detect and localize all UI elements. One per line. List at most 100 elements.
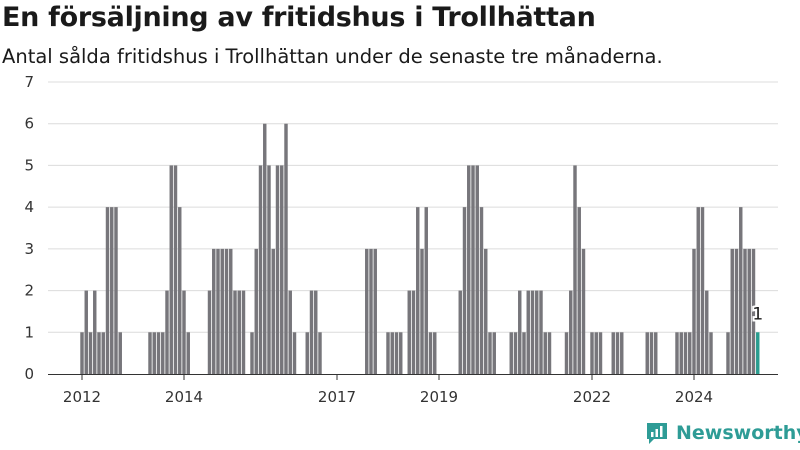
bar (263, 123, 267, 374)
bar (594, 332, 598, 374)
chart-title: En försäljning av fritidshus i Trollhätt… (2, 2, 596, 33)
bar (420, 248, 424, 374)
bar (598, 332, 603, 374)
bar (97, 332, 101, 374)
bar (530, 290, 535, 374)
bar (705, 290, 709, 374)
x-tick-label: 2024 (675, 388, 713, 406)
bar (615, 332, 620, 374)
bar (654, 332, 658, 374)
y-tick-label: 5 (24, 156, 34, 174)
x-tick-label: 2014 (165, 388, 203, 406)
bar (93, 290, 97, 374)
bar (726, 332, 730, 374)
bar (581, 248, 586, 374)
bar (747, 248, 751, 374)
chart-subtitle: Antal sålda fritidshus i Trollhättan und… (2, 45, 663, 68)
y-tick-label: 4 (24, 198, 34, 216)
y-tick-label: 7 (24, 73, 34, 91)
bar (258, 165, 263, 374)
bar (492, 332, 496, 374)
bar (148, 332, 152, 374)
bar (479, 207, 484, 374)
bar (700, 207, 705, 374)
y-axis-ticks: 0 1 2 3 4 5 6 7 (24, 73, 34, 383)
bar (305, 332, 309, 374)
bar (645, 332, 649, 374)
bar (564, 332, 569, 374)
bar (696, 207, 700, 374)
bar (709, 332, 713, 374)
bar (182, 290, 186, 374)
newsworthy-logo-text: Newsworthy (676, 422, 800, 444)
y-tick-label: 1 (24, 323, 34, 341)
bar (369, 248, 373, 374)
bar (590, 332, 594, 374)
bar (292, 332, 297, 374)
bar (513, 332, 518, 374)
x-tick-label: 2022 (573, 388, 611, 406)
bar (547, 332, 552, 374)
x-tick-label: 2012 (63, 388, 101, 406)
bar (543, 332, 547, 374)
bar (411, 290, 416, 374)
bar (118, 332, 122, 374)
bar (88, 332, 93, 374)
x-axis: 2012 2014 2017 2019 2022 2024 (48, 374, 778, 406)
bar (169, 165, 173, 374)
bar (522, 332, 526, 374)
bar (620, 332, 624, 374)
bar (683, 332, 688, 374)
annotations: 1 (750, 302, 765, 326)
bar (462, 207, 467, 374)
y-tick-label: 3 (24, 240, 34, 258)
bar (237, 290, 241, 374)
bar (275, 165, 280, 374)
bar (484, 248, 488, 374)
bar (675, 332, 679, 374)
bar (233, 290, 237, 374)
bar (216, 248, 220, 374)
bar (271, 248, 275, 374)
bar (518, 290, 522, 374)
bar (539, 290, 543, 374)
bar (730, 248, 734, 374)
bar (114, 207, 118, 374)
bar (110, 207, 114, 374)
bar (220, 248, 224, 374)
bar (373, 248, 377, 374)
bar (309, 290, 314, 374)
bar (267, 165, 271, 374)
bar (84, 290, 88, 374)
bar (229, 248, 233, 374)
y-tick-label: 0 (24, 365, 34, 383)
bar (692, 248, 696, 374)
bar (212, 248, 216, 374)
bar (314, 290, 318, 374)
bar (573, 165, 577, 374)
bar (679, 332, 683, 374)
bar (535, 290, 539, 374)
bar (475, 165, 479, 374)
bar (424, 207, 428, 374)
newsworthy-logo-icon (647, 423, 667, 444)
highlight-value-label: 1 (752, 304, 763, 324)
y-tick-label: 6 (24, 115, 34, 133)
bar (390, 332, 394, 374)
bar (743, 248, 747, 374)
bar (152, 332, 156, 374)
bar (416, 207, 420, 374)
bar (156, 332, 161, 374)
bar (186, 332, 190, 374)
bar (80, 332, 84, 374)
bar (241, 290, 246, 374)
bar (428, 332, 433, 374)
bar (165, 290, 169, 374)
bar (386, 332, 390, 374)
bar (254, 248, 258, 374)
bar (365, 248, 369, 374)
bar (467, 165, 471, 374)
bar (649, 332, 654, 374)
bar (611, 332, 615, 374)
